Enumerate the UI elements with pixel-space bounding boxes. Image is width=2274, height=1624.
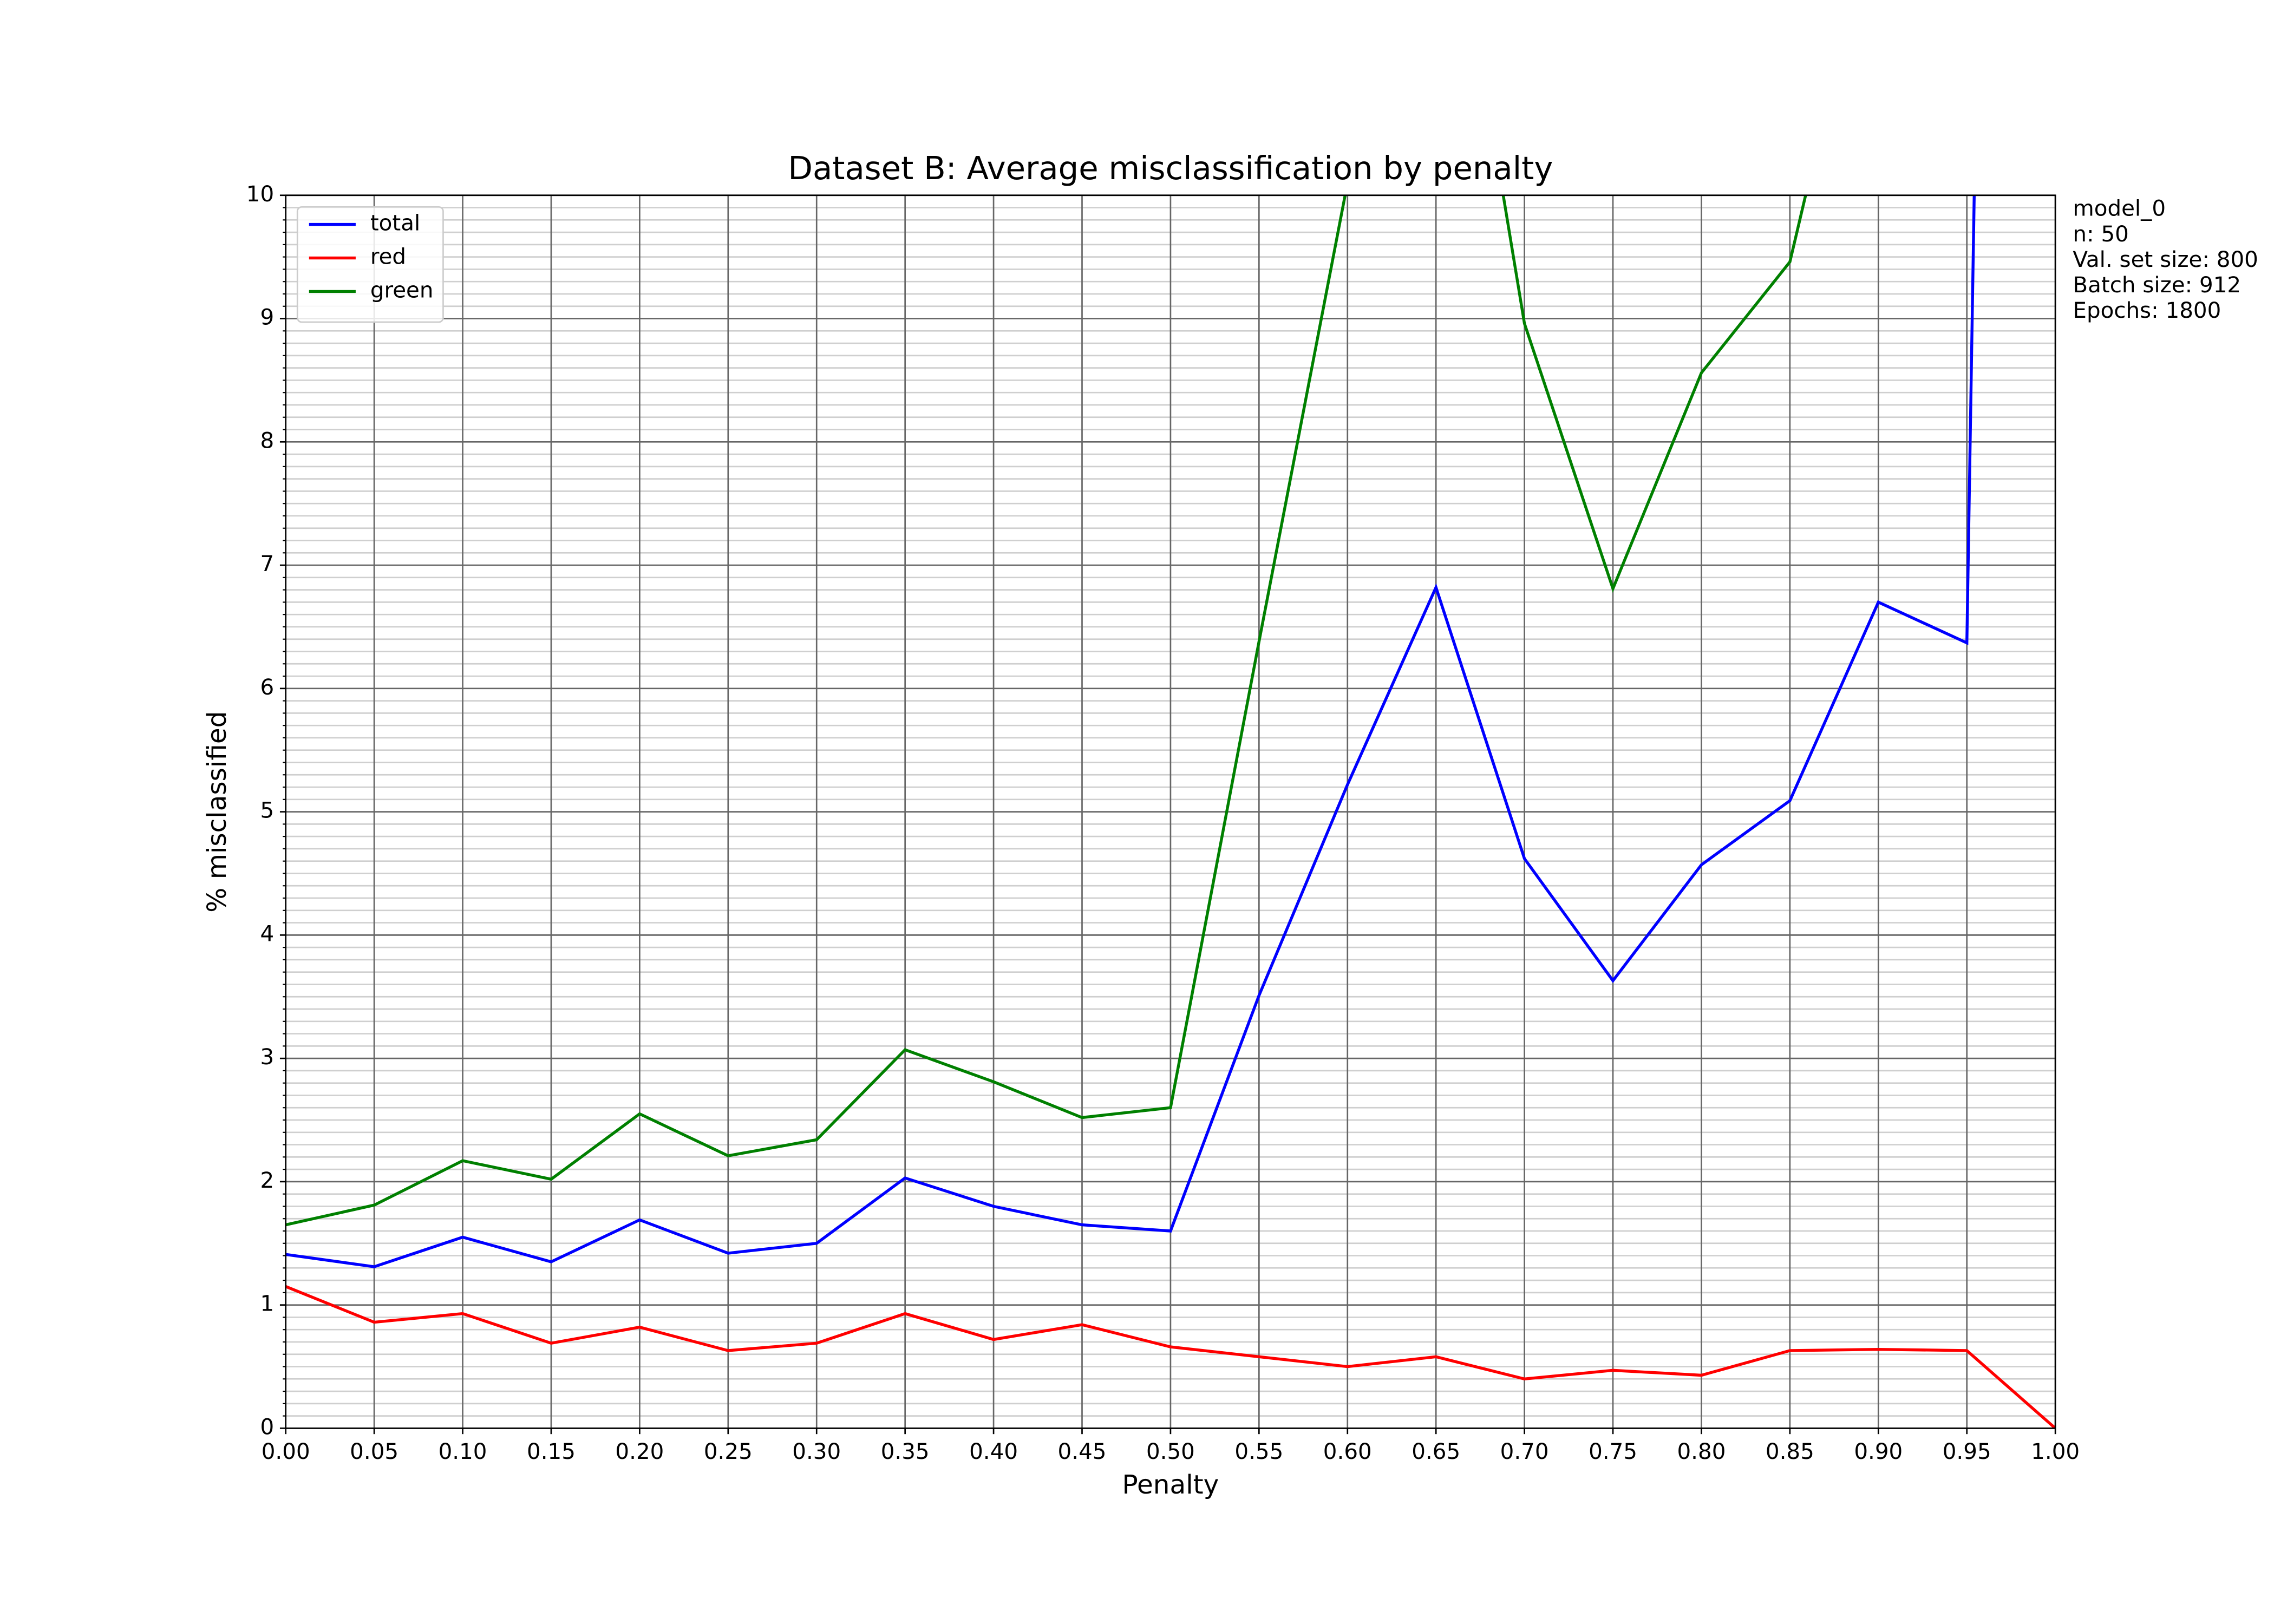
series-line bbox=[285, 195, 1807, 1227]
y-tick-label: 9 bbox=[260, 305, 274, 330]
annotation-text: model_0 bbox=[2073, 196, 2166, 221]
x-tick-label: 0.85 bbox=[1766, 1439, 1814, 1464]
grid bbox=[285, 194, 2056, 1429]
x-tick-label: 0.90 bbox=[1854, 1439, 1903, 1464]
x-tick-label: 0.00 bbox=[262, 1439, 310, 1464]
x-tick-label: 0.15 bbox=[527, 1439, 576, 1464]
x-tick-label: 0.05 bbox=[350, 1439, 398, 1464]
y-axis-label: % misclassified bbox=[202, 711, 232, 913]
x-tick-label: 0.65 bbox=[1412, 1439, 1460, 1464]
x-tick-label: 0.10 bbox=[439, 1439, 487, 1464]
chart-title: Dataset B: Average misclassification by … bbox=[788, 149, 1553, 187]
x-tick-label: 0.50 bbox=[1146, 1439, 1195, 1464]
y-tick-label: 10 bbox=[246, 181, 274, 207]
annotation-text: Val. set size: 800 bbox=[2073, 247, 2258, 272]
x-tick-label: 0.25 bbox=[704, 1439, 753, 1464]
x-tick-label: 0.95 bbox=[1943, 1439, 1991, 1464]
x-tick-label: 0.45 bbox=[1058, 1439, 1107, 1464]
plot-lines bbox=[285, 195, 2056, 1429]
y-tick-label: 2 bbox=[260, 1168, 274, 1193]
y-tick-label: 5 bbox=[260, 798, 274, 823]
annotation-text: Batch size: 912 bbox=[2073, 272, 2241, 298]
x-tick-label: 0.35 bbox=[881, 1439, 930, 1464]
y-tick-label: 6 bbox=[260, 675, 274, 700]
x-tick-label: 0.20 bbox=[615, 1439, 664, 1464]
legend-label: total bbox=[370, 211, 420, 236]
labels: 0 1 2 3 4 5 6 7 8 9 10 0.00 0.05 0.10 0.15 0.20 0.25 0.30… bbox=[246, 181, 2258, 1464]
x-tick-label: 0.40 bbox=[969, 1439, 1018, 1464]
legend-label: green bbox=[370, 277, 434, 303]
x-tick-label: 0.80 bbox=[1677, 1439, 1726, 1464]
y-tick-label: 7 bbox=[260, 551, 274, 577]
y-tick-label: 4 bbox=[260, 921, 274, 946]
y-tick-label: 3 bbox=[260, 1044, 274, 1070]
x-tick-label: 1.00 bbox=[2031, 1439, 2080, 1464]
legend-label: red bbox=[370, 244, 406, 270]
y-tick-label: 0 bbox=[260, 1414, 274, 1439]
x-tick-label: 0.70 bbox=[1500, 1439, 1549, 1464]
y-tick-label: 1 bbox=[260, 1291, 274, 1317]
x-tick-label: 0.75 bbox=[1589, 1439, 1637, 1464]
x-tick-label: 0.60 bbox=[1323, 1439, 1372, 1464]
series-line bbox=[285, 1285, 2056, 1429]
annotation-text: n: 50 bbox=[2073, 221, 2128, 247]
legend-box bbox=[296, 206, 444, 323]
x-axis-label: Penalty bbox=[1122, 1470, 1219, 1500]
x-tick-label: 0.30 bbox=[792, 1439, 841, 1464]
x-tick-label: 0.55 bbox=[1234, 1439, 1283, 1464]
annotation-text: Epochs: 1800 bbox=[2073, 298, 2221, 323]
y-tick-label: 8 bbox=[260, 428, 274, 453]
series-line bbox=[285, 195, 1976, 1268]
